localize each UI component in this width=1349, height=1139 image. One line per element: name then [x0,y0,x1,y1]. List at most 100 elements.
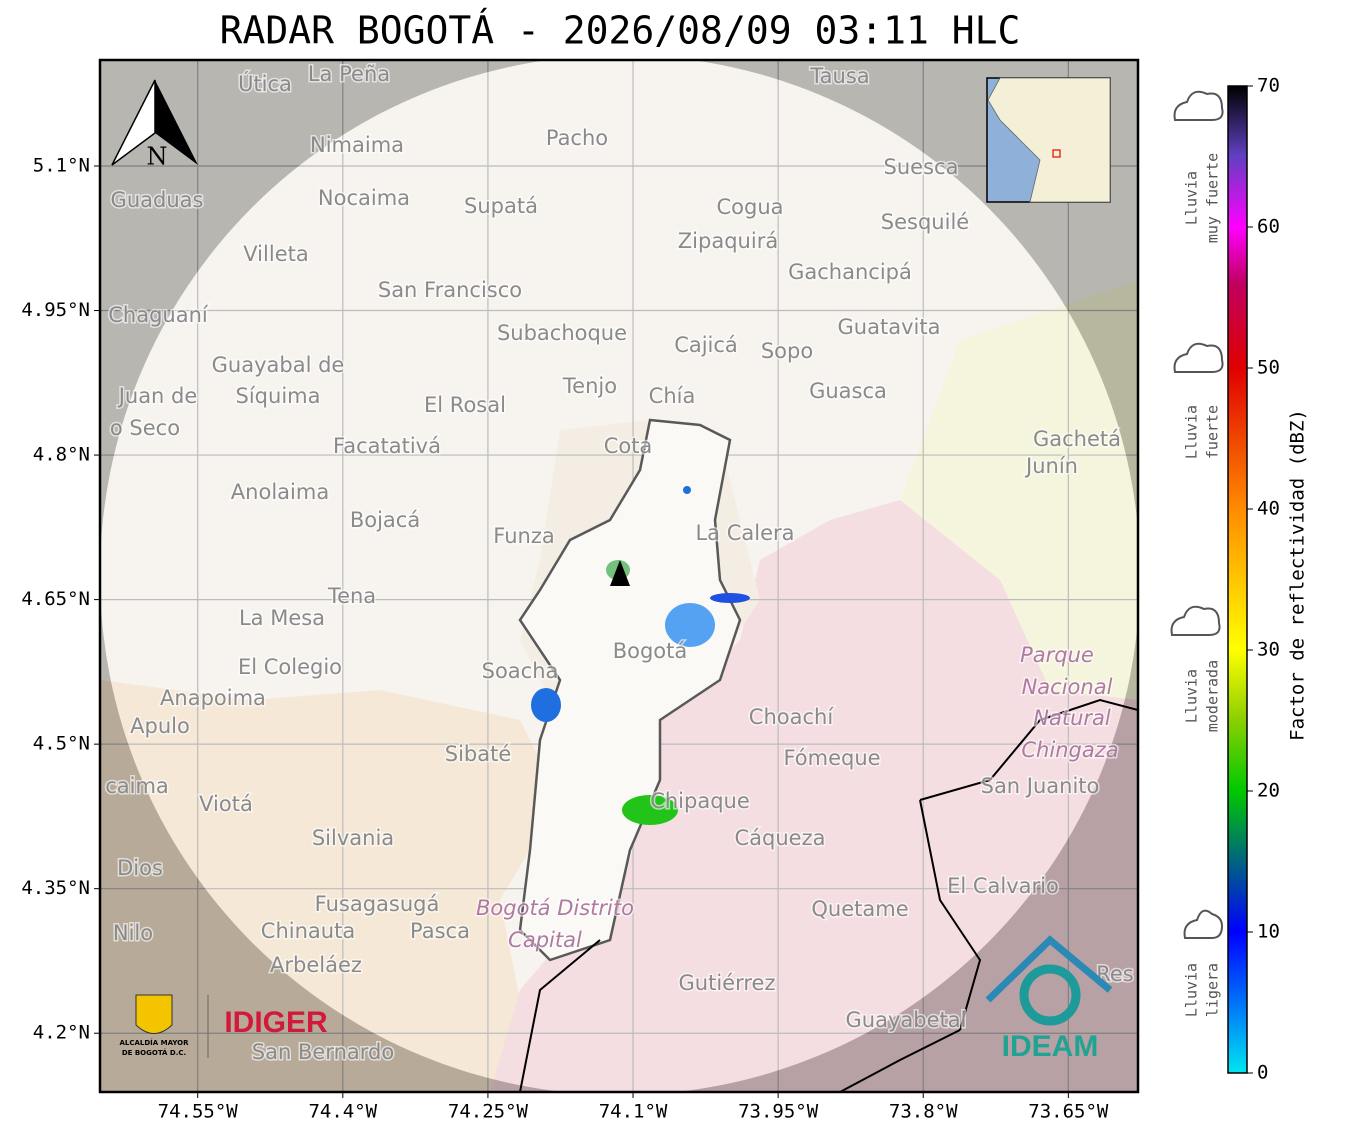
place-label: Zipaquirá [678,229,778,253]
place-label: Quetame [811,897,908,921]
place-label: o Seco [110,416,180,440]
place-label: Guayabal de [212,353,345,377]
place-label: Sesquilé [881,210,969,234]
colorbar-tick-label: 50 [1257,357,1280,379]
inset-marker [1052,149,1061,158]
title: RADAR BOGOTÁ - 2026/08/09 03:11 HLC [220,9,1021,53]
place-label: Pacho [546,126,608,150]
rain-category: ligera [1204,963,1222,1017]
place-label: Guasca [809,379,887,403]
place-label: Bojacá [350,508,420,532]
place-label: Silvania [312,826,394,850]
cloud [1173,342,1224,373]
place-label: Natural [1033,706,1111,730]
place-label: Síquima [236,384,321,408]
radar-site [610,560,630,586]
cloud [1173,90,1224,121]
place-label: Sopo [761,339,813,363]
place-label: Dios [117,856,163,880]
inset-map [986,77,1111,203]
place-label: Cáqueza [735,826,826,850]
place-label: Funza [493,524,554,548]
place-label: Chaguaní [108,303,209,327]
place-label: Gachetá [1033,427,1121,451]
place-label: Tenjo [562,374,617,398]
logos: ALCALDÍA MAYOR DE BOGOTÁ D.C. IDIGER IDE… [119,935,1113,1063]
place-label: Guatavita [838,315,941,339]
cloud [1183,909,1224,939]
y-tick-label: 4.8°N [33,444,90,466]
x-tick-label: 74.55°W [158,1101,239,1123]
place-label: Facatativá [333,434,441,458]
place-label: Arbeláez [270,953,362,977]
place-label: El Colegio [238,655,342,679]
place-label: Fómeque [783,746,880,770]
place-label: San Bernardo [252,1040,394,1064]
place-label: Cogua [716,195,783,219]
region [490,500,1138,1092]
place-label: Anolaima [231,480,329,504]
place-label: Soacha [482,659,559,683]
place-label: Cajicá [674,333,738,357]
place-label: Juan de [117,384,198,408]
x-tick-label: 74.1°W [599,1101,668,1123]
region [100,680,560,1092]
place-label: Junín [1024,454,1078,478]
north-label: N [147,143,168,171]
place-label: La Mesa [239,606,325,630]
place-label: Cota [604,434,653,458]
rain-category: fuerte [1204,405,1222,459]
region [900,280,1138,700]
place-label: Chingaza [1021,738,1118,762]
place-label: Chipaque [650,789,750,813]
logo-text: ALCALDÍA MAYOR [119,1038,189,1047]
place-label: La Peña [308,62,390,86]
place-label: Nilo [113,921,153,945]
colorbar-tick-label: 40 [1257,498,1280,520]
rain-category: moderada [1204,660,1222,732]
colorbar-label: Factor de reflectividad (dBZ) [1287,409,1309,741]
place-label: Suesca [884,155,959,179]
colorbar-tick-label: 10 [1257,921,1280,943]
place-label: Choachí [749,705,835,729]
place-label: El Calvario [947,874,1059,898]
boundary [519,698,1138,1092]
x-tick-label: 74.4°W [308,1101,377,1123]
arrow-right [155,80,198,165]
echo [531,688,561,722]
echo [665,603,715,647]
place-label: Gutiérrez [679,971,776,995]
place-label: Útica [238,71,292,96]
x-tick-label: 73.95°W [738,1101,819,1123]
echo [683,486,691,494]
place-label: Tena [327,584,376,608]
place-label: La Calera [695,521,794,545]
place-label: Nimaima [310,133,404,157]
ideam-roof [985,935,1113,1003]
north-arrow: N [111,79,198,171]
y-tick-label: 4.5°N [33,733,90,755]
colorbar-tick-label: 0 [1257,1062,1268,1084]
place-label: Supatá [464,194,538,218]
x-tick-label: 73.8°W [889,1101,958,1123]
place-label: San Francisco [378,278,522,302]
place-label: Bogotá Distrito [476,896,634,920]
logo-text: IDEAM [1002,1030,1099,1063]
bogota-boundary [518,418,742,962]
place-label: El Rosal [424,393,506,417]
place-label: Anapoima [160,686,266,710]
rain-category: Lluvia [1183,405,1201,459]
place-label: Viotá [199,792,253,816]
place-label: Parque [1020,643,1094,667]
place-label: Nacional [1022,675,1113,699]
place-label: San Juanito [981,774,1100,798]
inset-land [987,77,1111,203]
ideam-swirl [1019,964,1081,1026]
map-frame [98,58,1140,1094]
shield [135,994,173,1034]
y-tick-label: 4.65°N [21,588,90,610]
echo [710,593,750,603]
x-tick-label: 74.25°W [448,1101,529,1123]
echo [622,795,678,825]
